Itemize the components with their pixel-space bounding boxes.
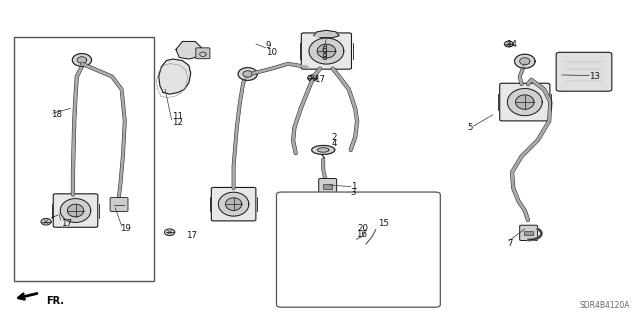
Text: 3: 3 <box>351 189 356 197</box>
Polygon shape <box>369 245 376 250</box>
Text: SDR4B4120A: SDR4B4120A <box>580 301 630 310</box>
FancyBboxPatch shape <box>500 83 550 121</box>
Polygon shape <box>41 219 51 225</box>
Text: 19: 19 <box>120 224 131 233</box>
Polygon shape <box>314 30 339 38</box>
Bar <box>365 218 373 223</box>
Text: 20: 20 <box>357 224 368 233</box>
Bar <box>524 231 533 235</box>
Text: 17: 17 <box>61 219 72 228</box>
FancyBboxPatch shape <box>110 197 128 211</box>
Text: 10: 10 <box>266 48 276 57</box>
Polygon shape <box>324 230 332 235</box>
Text: 9: 9 <box>266 41 271 50</box>
Text: 8: 8 <box>321 53 327 62</box>
Polygon shape <box>309 38 344 64</box>
Polygon shape <box>225 198 242 211</box>
Text: 4: 4 <box>332 139 337 148</box>
Polygon shape <box>200 52 206 56</box>
FancyBboxPatch shape <box>556 52 612 91</box>
Bar <box>323 184 332 189</box>
Polygon shape <box>308 75 317 81</box>
Polygon shape <box>72 54 92 66</box>
Polygon shape <box>504 41 513 47</box>
Text: 11: 11 <box>172 112 182 121</box>
Polygon shape <box>319 235 327 240</box>
Text: 16: 16 <box>356 230 367 239</box>
Text: 13: 13 <box>589 72 600 81</box>
FancyBboxPatch shape <box>276 192 440 307</box>
Text: 5: 5 <box>467 123 473 132</box>
Bar <box>14 37 154 281</box>
FancyBboxPatch shape <box>301 33 351 69</box>
Polygon shape <box>77 57 87 63</box>
Polygon shape <box>238 68 257 80</box>
Polygon shape <box>317 44 335 58</box>
Polygon shape <box>159 59 191 94</box>
Text: FR.: FR. <box>46 296 64 307</box>
Polygon shape <box>67 204 84 217</box>
Polygon shape <box>515 54 535 68</box>
Polygon shape <box>176 41 202 59</box>
Text: 17: 17 <box>314 75 324 84</box>
Polygon shape <box>218 192 249 216</box>
Text: 6: 6 <box>321 46 327 55</box>
FancyBboxPatch shape <box>211 188 256 221</box>
Text: 18: 18 <box>51 110 62 119</box>
FancyBboxPatch shape <box>196 48 210 59</box>
Text: 15: 15 <box>378 219 388 228</box>
FancyBboxPatch shape <box>319 179 337 195</box>
FancyBboxPatch shape <box>520 225 538 241</box>
Text: 7: 7 <box>507 239 513 248</box>
Polygon shape <box>243 71 253 77</box>
FancyBboxPatch shape <box>53 194 98 227</box>
Polygon shape <box>326 241 333 246</box>
Text: 2: 2 <box>332 133 337 142</box>
Text: 12: 12 <box>172 118 182 127</box>
Polygon shape <box>508 89 542 115</box>
Polygon shape <box>328 236 336 241</box>
Polygon shape <box>516 95 534 109</box>
Text: 14: 14 <box>506 40 516 48</box>
Polygon shape <box>317 240 325 245</box>
Polygon shape <box>60 199 91 222</box>
Text: 1: 1 <box>351 182 356 191</box>
Polygon shape <box>312 145 335 154</box>
Polygon shape <box>520 58 530 65</box>
FancyBboxPatch shape <box>361 211 378 230</box>
Text: 17: 17 <box>186 231 196 240</box>
Polygon shape <box>317 148 329 152</box>
Polygon shape <box>164 229 175 235</box>
Polygon shape <box>308 75 317 81</box>
